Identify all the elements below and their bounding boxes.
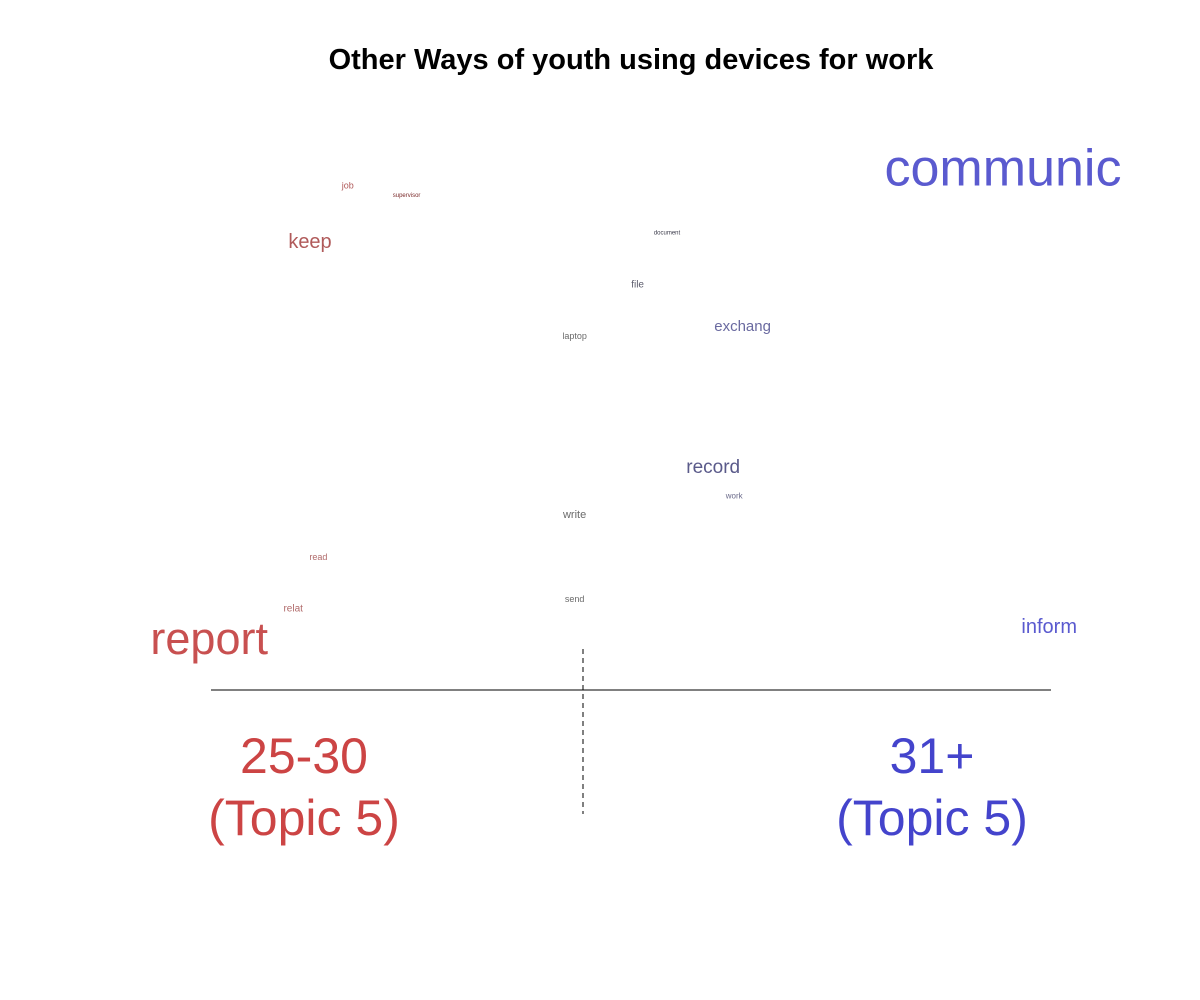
word-exchang: exchang (714, 318, 771, 335)
group-subtitle-right: (Topic 5) (836, 790, 1028, 846)
word-file: file (631, 279, 644, 290)
word-relat: relat (283, 604, 303, 615)
word-write: write (562, 509, 586, 521)
word-keep: keep (288, 231, 331, 253)
word-communic: communic (885, 140, 1122, 198)
group-label-right: 31+ (890, 728, 975, 784)
word-work: work (725, 491, 744, 500)
group-label-left: 25-30 (240, 728, 368, 784)
word-report: report (150, 613, 268, 664)
groups-layer: 25-30 (Topic 5) 31+ (Topic 5) (208, 728, 1028, 846)
word-supervisor: supervisor (393, 193, 421, 199)
word-inform: inform (1021, 616, 1077, 638)
word-read: read (309, 552, 327, 562)
word-laptop: laptop (562, 331, 587, 341)
word-document: document (654, 231, 681, 237)
words-layer: communic job supervisor keep document file exc… (150, 140, 1121, 664)
chart-title: Other Ways of youth using devices for wo… (328, 44, 934, 76)
word-record: record (686, 457, 740, 478)
word-send: send (565, 594, 585, 604)
word-job: job (341, 180, 354, 190)
group-subtitle-left: (Topic 5) (208, 790, 400, 846)
